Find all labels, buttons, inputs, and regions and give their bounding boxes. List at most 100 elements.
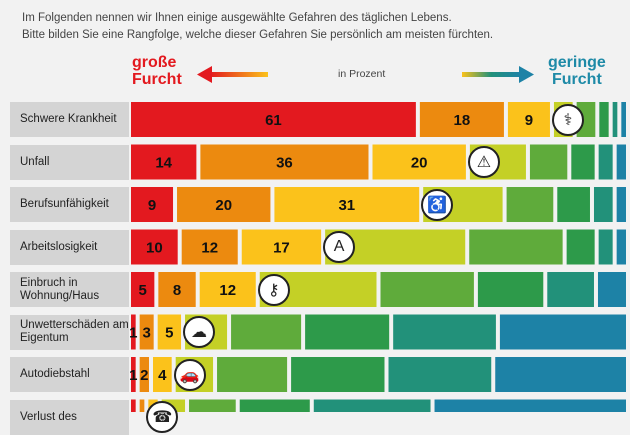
row-label-schwere-krankheit: Schwere Krankheit (10, 102, 129, 137)
value-label-autodiebstahl-3: 4 (158, 367, 167, 384)
bar-segment-einbruch-in-wohnung-haus-7 (547, 272, 594, 307)
legend-high-fear: große Furcht (132, 54, 182, 88)
bar-segment-unfall-6 (571, 144, 595, 180)
bar-segment-einbruch-in-wohnung-haus-2 (158, 272, 196, 307)
bar-segment-arbeitslosigkeit-3 (241, 229, 322, 265)
bar-segment-schwere-krankheit-8 (621, 102, 626, 137)
value-label-unfall-3: 20 (411, 155, 428, 172)
key-icon: ⚷ (257, 273, 290, 306)
arrow-right-shaft (462, 72, 520, 77)
bar-segment-arbeitslosigkeit-5 (469, 229, 563, 265)
bar-segment-schwere-krankheit-3 (507, 102, 550, 137)
bar-segment-verlust-des-1 (131, 399, 136, 412)
bar-segment-schwere-krankheit-2 (419, 102, 504, 137)
value-label-autodiebstahl-1: 1 (129, 367, 137, 384)
bar-segment-berufsunfähigkeit-2 (177, 187, 271, 222)
value-label-berufsunfähigkeit-3: 31 (338, 197, 355, 214)
legend-low-line1: geringe (548, 54, 606, 71)
infographic: Im Folgenden nennen wir Ihnen einige aus… (10, 12, 626, 435)
bar-segment-unwetterschäden-am-eigentum-6 (305, 314, 390, 350)
bar-segment-schwere-krankheit-1 (131, 102, 416, 137)
row-label-arbeitslosigkeit: Arbeitslosigkeit (10, 229, 129, 265)
bar-segment-unwetterschäden-am-eigentum-8 (499, 314, 626, 350)
legend-low-fear: geringe Furcht (548, 54, 606, 88)
bar-segment-einbruch-in-wohnung-haus-1 (131, 272, 155, 307)
value-label-berufsunfähigkeit-1: 9 (148, 197, 156, 214)
bar-segment-unfall-8 (616, 144, 626, 180)
bar-segment-einbruch-in-wohnung-haus-5 (380, 272, 474, 307)
value-label-einbruch-in-wohnung-haus-2: 8 (173, 282, 181, 299)
bar-segment-unfall-5 (529, 144, 568, 180)
unit-label: in Prozent (338, 68, 386, 80)
bar-segment-arbeitslosigkeit-2 (181, 229, 238, 265)
phone-icon: ☎ (146, 401, 179, 433)
bar-segment-unwetterschäden-am-eigentum-5 (231, 314, 302, 350)
stacked-bar-chart: 61189143620920311012175812135124112 (129, 102, 626, 413)
falling-person-icon: ⚠ (467, 146, 500, 178)
bar-segment-verlust-des-6 (239, 399, 310, 412)
bar-segment-einbruch-in-wohnung-haus-8 (597, 272, 626, 307)
bar-segment-unfall-3 (372, 144, 466, 180)
row-label-einbruch-in-wohnung-haus: Einbruch in Wohnung/Haus (10, 272, 129, 307)
value-label-unwetterschäden-am-eigentum-2: 3 (143, 325, 151, 342)
value-label-schwere-krankheit-2: 18 (454, 112, 471, 129)
bar-segment-berufsunfähigkeit-3 (274, 187, 420, 222)
value-label-unwetterschäden-am-eigentum-3: 5 (165, 325, 173, 342)
row-label-unfall: Unfall (10, 144, 129, 180)
bar-segment-arbeitslosigkeit-6 (566, 229, 595, 265)
row-label-berufsunfähigkeit: Berufsunfähigkeit (10, 187, 129, 222)
value-label-unfall-1: 14 (155, 155, 172, 172)
bar-segment-einbruch-in-wohnung-haus-6 (477, 272, 544, 307)
row-label-autodiebstahl: Autodiebstahl (10, 357, 129, 392)
value-label-unfall-2: 36 (276, 155, 293, 172)
bar-segment-unfall-1 (131, 144, 197, 180)
bar-segment-unfall-2 (200, 144, 369, 180)
bar-segment-verlust-des-5 (189, 399, 236, 412)
value-label-einbruch-in-wohnung-haus-3: 12 (219, 282, 236, 299)
bar-segment-autodiebstahl-1 (131, 357, 136, 392)
bar-segment-unwetterschäden-am-eigentum-3 (157, 314, 182, 350)
value-label-unwetterschäden-am-eigentum-1: 1 (129, 325, 137, 342)
arrow-right-head (519, 66, 534, 83)
bar-segment-berufsunfähigkeit-5 (506, 187, 554, 222)
value-label-berufsunfähigkeit-2: 20 (215, 197, 232, 214)
bar-segment-autodiebstahl-5 (217, 357, 288, 392)
bar-segment-autodiebstahl-2 (139, 357, 150, 392)
bar-segment-autodiebstahl-8 (495, 357, 626, 392)
bar-segment-arbeitslosigkeit-1 (131, 229, 178, 265)
intro-line-2: Bitte bilden Sie eine Rangfolge, welche … (22, 29, 494, 41)
legend-high-line2: Furcht (132, 71, 182, 88)
value-label-schwere-krankheit-3: 9 (525, 112, 533, 129)
bar-segment-einbruch-in-wohnung-haus-3 (199, 272, 256, 307)
storm-house-icon: ☁ (183, 316, 216, 348)
gradient-arrows (197, 66, 534, 83)
bar-segment-arbeitslosigkeit-8 (616, 229, 626, 265)
bar-segment-autodiebstahl-6 (291, 357, 385, 392)
bar-segment-berufsunfähigkeit-6 (557, 187, 590, 222)
value-label-autodiebstahl-2: 2 (140, 367, 148, 384)
bar-segment-berufsunfähigkeit-7 (593, 187, 613, 222)
legend-low-line2: Furcht (552, 71, 602, 88)
value-label-verlust-des-1: 1 (129, 410, 137, 413)
row-label-unwetterschäden-am-eigentum: Unwetterschäden am Eigentum (10, 314, 129, 350)
bar-segment-unfall-7 (598, 144, 613, 180)
bar-segment-verlust-des-7 (313, 399, 431, 412)
value-label-einbruch-in-wohnung-haus-1: 5 (139, 282, 147, 299)
arrow-left-shaft (210, 72, 268, 77)
car-thief-icon: 🚗 (173, 358, 206, 391)
bar-segment-berufsunfähigkeit-8 (616, 187, 626, 222)
bar-segment-autodiebstahl-7 (388, 357, 492, 392)
bar-segment-schwere-krankheit-7 (612, 102, 618, 137)
wheelchair-icon: ♿ (421, 188, 454, 221)
value-label-verlust-des-2: 1 (138, 410, 146, 413)
bar-segment-autodiebstahl-3 (153, 357, 172, 392)
value-label-arbeitslosigkeit-1: 10 (146, 240, 163, 257)
value-label-arbeitslosigkeit-2: 12 (201, 240, 218, 257)
bar-segment-arbeitslosigkeit-7 (598, 229, 613, 265)
value-label-arbeitslosigkeit-3: 17 (273, 240, 290, 257)
value-label-schwere-krankheit-1: 61 (265, 112, 282, 129)
employment-agency-icon: A (323, 231, 356, 263)
bar-segment-verlust-des-2 (139, 399, 145, 412)
bar-segment-schwere-krankheit-6 (599, 102, 609, 137)
bar-segment-verlust-des-8 (434, 399, 626, 412)
